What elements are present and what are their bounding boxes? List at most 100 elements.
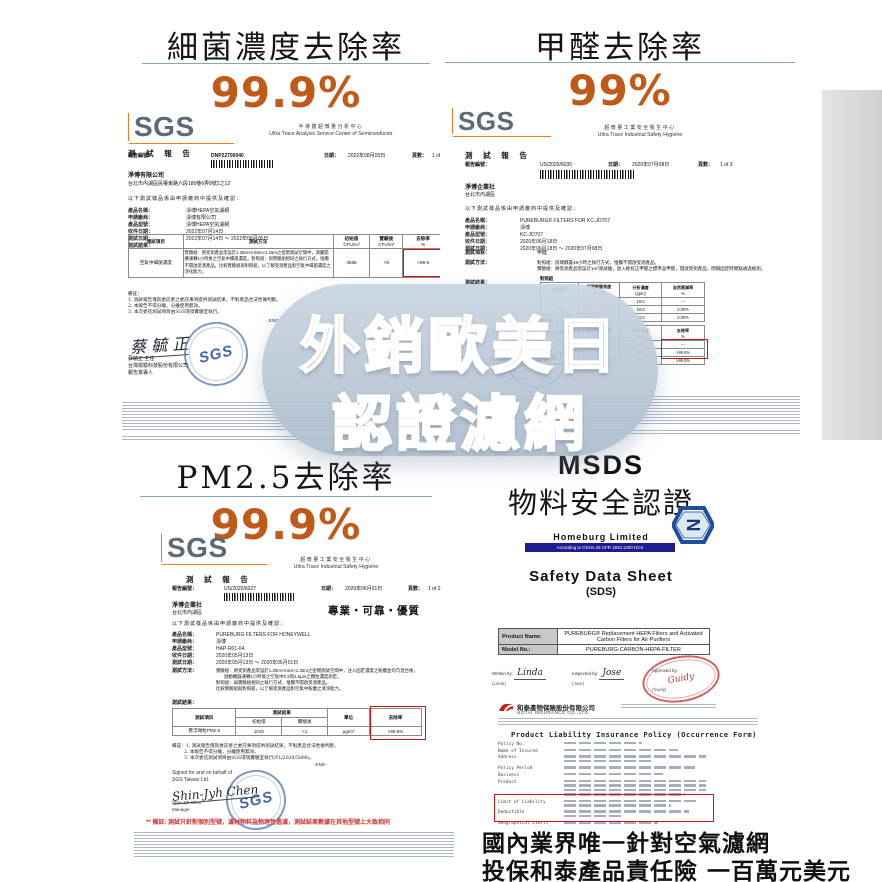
policy-row: Name of Insured	[498, 748, 706, 754]
policy-row: Business	[498, 772, 706, 778]
report-date-label: 日期：	[324, 153, 340, 159]
title-underline	[140, 496, 432, 497]
pm25-certificate: PM2.5去除率 99.9% SGS 超微量工業安全衛生中心 Ultra Tra…	[116, 440, 456, 882]
test-result-label: 測試結果：	[172, 700, 198, 706]
title-underline	[142, 63, 430, 64]
hotai-name-en: HOTAI INSURANCE CO.,LTD.	[517, 710, 591, 715]
sgs-center-name: 半導體超微量分析中心 Ultra Trace Analysis Service …	[216, 123, 446, 137]
report-no: DNP22700040	[211, 153, 244, 159]
field-row: 申請廠商： 淨博	[465, 225, 531, 231]
report-notes: 備註： 1. 測試報告僅就委託者之委託事項提供測試結果，不對產品合法性做判斷。 …	[128, 292, 281, 315]
hexagon-certification-icon: N	[672, 506, 714, 544]
red-footnote: ** 備註: 測試只針對個別型號，濾材物料為物理性過濾，測試結果數據在其他型號上…	[146, 820, 391, 826]
pm25-result-table: 測試項目 測試結果 單位 去除率 初始值 實驗後 懸浮微粒PM2.5 1010 …	[171, 708, 422, 736]
policy-row: Limit of Liability	[498, 799, 706, 809]
report-notes: 備註：1. 測試報告僅就委託者之委託事項提供測試結果，不對產品合法性做判斷。 2…	[172, 744, 339, 761]
overlay-text-line2: 認證濾網	[331, 389, 588, 461]
signature-script: Jose	[599, 668, 625, 680]
field-row: 申請廠商： 淨博	[172, 639, 227, 645]
center-name-cn: 超微量工業安全衛生中心	[604, 125, 676, 131]
center-name-en: Ultra Trace Analysis Service Center of S…	[269, 131, 393, 137]
approval-stamp-oval: Guidy	[638, 649, 724, 709]
signer-role: Manager	[172, 807, 190, 812]
policy-row: Address	[498, 755, 706, 764]
policy-row: Policy Period	[498, 766, 706, 771]
applicant-company: 淨博有限公司	[128, 173, 165, 179]
sgs-logo: SGS	[161, 534, 267, 565]
micro-text-block	[122, 436, 452, 440]
sample-intro: 以下測試樣品係由申請廠商中提供及確認：	[465, 206, 580, 212]
policy-row: Geographical Limits	[498, 821, 706, 826]
field-row: 產品型號： HAP-R01-04	[172, 646, 245, 652]
sgs-round-stamp: SGS	[177, 315, 255, 393]
pm25-percent: 99.9%	[210, 500, 362, 549]
test-method-label: 測試方法：	[172, 668, 198, 674]
report-no: US/2020/6027	[224, 586, 256, 592]
field-row: 產品型號： KC-JD707	[465, 232, 544, 238]
table-row: Product Name: PUREBURG® Replacement HEPA…	[498, 628, 710, 645]
report-page: 1 of 2	[432, 153, 445, 159]
approver-signature: Guidy	[666, 671, 696, 687]
report-date: 2020年06月01日	[345, 586, 383, 592]
field-row: 測試日期： 2020年05月13日 ～ 2020年06月01日	[172, 660, 299, 666]
signer-role: 報告簽署人	[128, 370, 154, 376]
field-row: 申請廠商： 淨博有限公司	[128, 215, 217, 221]
end-marker: -END-	[314, 762, 327, 767]
test-method-2: 實驗組：將受測產品架設於1m³測試艙，放入經校正甲醛之標準品甲醛，開啟受測產品，…	[537, 266, 766, 271]
report-label: 測 試 報 告	[186, 575, 252, 584]
policy-title: Product Liability Insurance Policy (Occu…	[511, 730, 757, 739]
center-name-cn: 超微量工業安全衛生中心	[300, 557, 372, 563]
report-page-label: 頁數：	[412, 153, 428, 159]
table-data-row: 空氣中細菌濃度 實驗組：將受測產品架設於1.25m×0.65m×1.25m之密閉…	[128, 248, 444, 278]
red-highlight-box: >99.9	[402, 248, 444, 278]
table-data-row: 懸浮微粒PM2.5 1010 <1 μg/m³ >99.9%	[171, 726, 422, 736]
sgs-logo: SGS	[128, 113, 234, 144]
barcode	[211, 160, 273, 168]
written-by-block: Written by: Linda (Linda)	[492, 668, 546, 686]
control-group-caption: 對照組	[540, 276, 554, 281]
bacteria-result-table: 測試項目 測試方法 初始值 CFU/m³ 實驗後 CFU/m³ 去除率% 空氣中細菌…	[128, 234, 444, 278]
signer-title: 蔡毓正 主任	[128, 356, 155, 362]
signed-for-line2: SGS Taiwan Ltd.	[172, 777, 210, 783]
homeburg-name: Homeburg Limited	[553, 532, 649, 542]
field-row: 收件日期： 2022年07月14日	[128, 229, 224, 235]
field-row: 收件日期： 2020年06月18日	[465, 239, 558, 245]
applicant-address: 台北市內湖區民權東路六段180巷6弄8號2之12	[128, 181, 231, 187]
test-item: 甲醛	[537, 250, 548, 256]
micro-text-block	[498, 718, 758, 726]
bacteria-percent: 99.9%	[210, 68, 362, 117]
signature-script: 蔡 毓 正	[129, 330, 189, 359]
field-row: 測試日期： 2020年06月18日 ～ 2020年07月08日	[465, 246, 603, 252]
banner-line-1: 國內業界唯一針對空氣濾網	[482, 830, 770, 857]
center-name-en: Ultra Trace Industrial Safety Hygiene	[597, 132, 683, 138]
center-name-cn: 半導體超微量分析中心	[298, 124, 364, 130]
applicant-address: 台北市內湖區	[465, 192, 496, 198]
report-page: 1 of 2	[428, 586, 441, 592]
inspected-by-block: Inspected by: Jose (Jose)	[572, 668, 625, 686]
end-marker: - END -	[266, 318, 282, 323]
micro-text-block	[134, 832, 454, 858]
table-row: Model No.: PUREBURG-CARBON-HEPA-FILTER	[498, 644, 710, 655]
field-row: 產品名稱： PUREBURG® FILTERS FOR KC-JD707	[465, 218, 610, 224]
report-page: 1 of 3	[720, 162, 733, 168]
bacteria-title: 細菌濃度去除率	[167, 30, 405, 66]
signer-name: Shin-Jyh Chen	[172, 800, 202, 805]
sds-subtitle: (SDS)	[586, 586, 616, 598]
policy-row: Deductible	[498, 810, 706, 819]
sgs-center-name: 超微量工業安全衛生中心 Ultra Trace Industrial Safet…	[540, 124, 740, 138]
report-date-label: 日期：	[321, 586, 337, 592]
test-method-1: 對照組：房間靜置48小時之執行方式，惟獨不開啟受測產品。	[537, 260, 660, 265]
signed-for-line1: Signed for and on behalf of	[172, 770, 233, 776]
applicant-address: 台北市內湖區	[172, 610, 203, 616]
test-method-4: 比較實驗組與對照組，以了解受測產品對空氣中粉塵之清淨能力。	[216, 686, 344, 691]
report-no-label: 報告編號：	[128, 153, 154, 159]
field-row: 產品型號： 淨博HEPA空氣濾網	[128, 222, 230, 228]
report-no: US/2020/6035	[540, 162, 572, 168]
report-label: 測 試 報 告	[465, 151, 531, 160]
signature-script: Linda	[514, 668, 546, 680]
report-label: 測 試 報 告	[128, 149, 194, 158]
field-row: 產品名稱： PUREBURG FILTERS FOR HONEYWELL	[172, 632, 311, 638]
applicant-company: 淨博企業社	[465, 185, 496, 191]
sample-intro: 以下測試樣品係由申請廠商中提供及確認：	[128, 196, 243, 202]
